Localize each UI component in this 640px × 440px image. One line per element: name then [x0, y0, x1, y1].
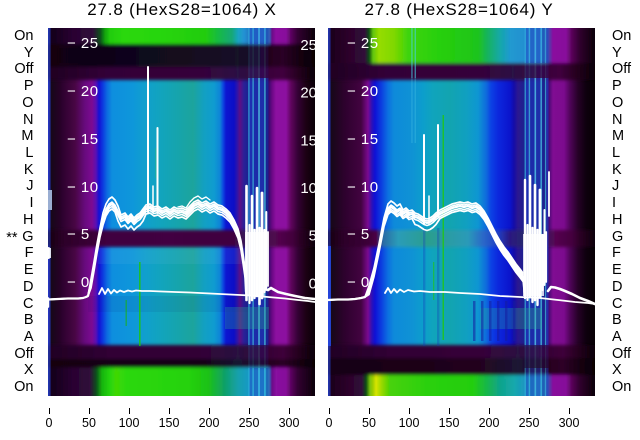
svg-text:10: 10	[300, 180, 315, 197]
svg-text:15: 15	[300, 132, 315, 149]
svg-text:0: 0	[309, 275, 315, 292]
svg-text:20: 20	[300, 85, 315, 102]
svg-text:5: 5	[309, 228, 315, 245]
svg-text:25: 25	[300, 37, 315, 54]
